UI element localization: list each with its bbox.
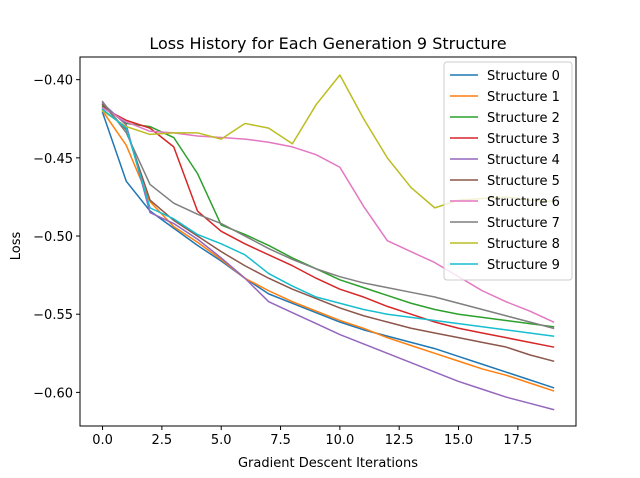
legend-label: Structure 1	[487, 90, 560, 105]
x-tick-label: 0.0	[92, 433, 113, 448]
series-line-structure-2	[101, 105, 555, 328]
x-tick-label: 5.0	[211, 433, 232, 448]
legend-label: Structure 6	[487, 195, 560, 210]
series-line-structure-0	[101, 111, 555, 389]
legend-label: Structure 8	[487, 237, 560, 252]
legend-label: Structure 5	[487, 174, 560, 189]
series-line-structure-7	[101, 100, 555, 330]
legend-label: Structure 2	[487, 111, 560, 126]
x-tick-label: 15.0	[444, 433, 473, 448]
series-line-structure-5	[101, 103, 555, 363]
chart-title: Loss History for Each Generation 9 Struc…	[149, 34, 506, 53]
x-axis-label: Gradient Descent Iterations	[238, 456, 418, 471]
series-line-structure-1	[101, 109, 555, 392]
x-tick-label: 7.5	[270, 433, 291, 448]
x-tick-label: 17.5	[503, 433, 532, 448]
plot-frame	[79, 56, 577, 427]
legend: Structure 0 Structure 1 Structure 2 Structu…	[443, 61, 573, 281]
legend-label: Structure 0	[487, 69, 560, 84]
legend-label: Structure 9	[487, 258, 560, 273]
y-tick-label: −0.45	[33, 152, 73, 167]
plot-area	[101, 74, 555, 411]
y-axis-ticks: −0.40 −0.45 −0.50 −0.55 −0.60	[33, 74, 80, 401]
y-axis-label: Loss	[9, 232, 24, 261]
x-tick-label: 2.5	[152, 433, 173, 448]
x-tick-label: 12.5	[385, 433, 414, 448]
y-tick-label: −0.55	[33, 308, 73, 323]
legend-label: Structure 4	[487, 153, 560, 168]
legend-label: Structure 7	[487, 216, 560, 231]
series-line-structure-4	[101, 102, 555, 411]
y-tick-label: −0.50	[33, 230, 73, 245]
x-axis-ticks: 0.0 2.5 5.0 7.5 10.0 12.5 15.0 17.5	[92, 426, 532, 448]
series-line-structure-3	[101, 106, 555, 348]
y-tick-label: −0.60	[33, 386, 73, 401]
y-tick-label: −0.40	[33, 74, 73, 89]
x-tick-label: 10.0	[325, 433, 354, 448]
series-line-structure-9	[101, 108, 555, 337]
legend-label: Structure 3	[487, 132, 560, 147]
